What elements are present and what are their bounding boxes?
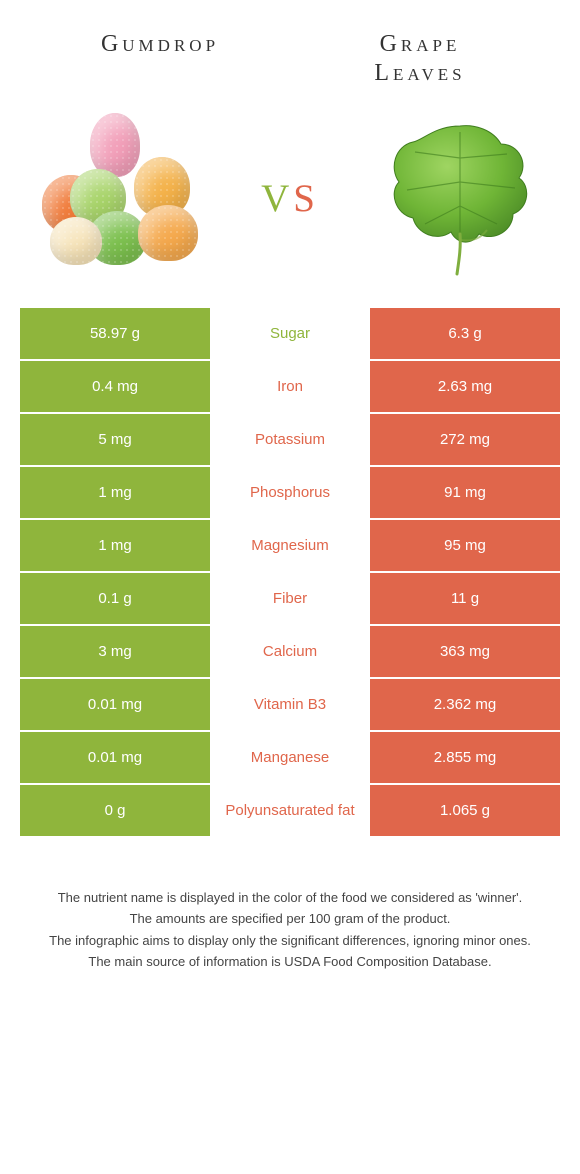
- nutrient-label: Calcium: [210, 626, 370, 677]
- value-left: 0.4 mg: [20, 361, 210, 412]
- value-left: 0.1 g: [20, 573, 210, 624]
- footer-notes: The nutrient name is displayed in the co…: [0, 838, 580, 972]
- table-row: 3 mgCalcium363 mg: [20, 626, 560, 677]
- table-row: 0.01 mgVitamin B32.362 mg: [20, 679, 560, 730]
- nutrient-label: Iron: [210, 361, 370, 412]
- vs-v: v: [261, 162, 293, 224]
- table-row: 5 mgPotassium272 mg: [20, 414, 560, 465]
- value-left: 0 g: [20, 785, 210, 836]
- vs-s: s: [293, 162, 319, 224]
- title-right: Grape Leaves: [290, 30, 550, 88]
- header: Gumdrop Grape Leaves: [0, 0, 580, 88]
- value-left: 0.01 mg: [20, 732, 210, 783]
- title-left: Gumdrop: [30, 30, 290, 59]
- value-right: 363 mg: [370, 626, 560, 677]
- value-left: 1 mg: [20, 467, 210, 518]
- nutrient-label: Potassium: [210, 414, 370, 465]
- value-left: 5 mg: [20, 414, 210, 465]
- nutrient-label: Phosphorus: [210, 467, 370, 518]
- infographic-root: Gumdrop Grape Leaves vs: [0, 0, 580, 972]
- table-row: 1 mgMagnesium95 mg: [20, 520, 560, 571]
- footer-line: The main source of information is USDA F…: [40, 952, 540, 972]
- value-right: 2.362 mg: [370, 679, 560, 730]
- gumdrop-image: [30, 108, 210, 278]
- value-right: 11 g: [370, 573, 560, 624]
- value-left: 1 mg: [20, 520, 210, 571]
- table-row: 0.1 gFiber11 g: [20, 573, 560, 624]
- hero-row: vs: [0, 88, 580, 308]
- nutrient-label: Vitamin B3: [210, 679, 370, 730]
- value-right: 272 mg: [370, 414, 560, 465]
- grape-leaf-image: [370, 108, 550, 278]
- footer-line: The infographic aims to display only the…: [40, 931, 540, 951]
- nutrient-label: Magnesium: [210, 520, 370, 571]
- footer-line: The nutrient name is displayed in the co…: [40, 888, 540, 908]
- nutrient-label: Manganese: [210, 732, 370, 783]
- nutrient-label: Polyunsaturated fat: [210, 785, 370, 836]
- nutrient-label: Sugar: [210, 308, 370, 359]
- table-row: 58.97 gSugar6.3 g: [20, 308, 560, 359]
- value-right: 91 mg: [370, 467, 560, 518]
- table-row: 0 gPolyunsaturated fat1.065 g: [20, 785, 560, 836]
- value-right: 95 mg: [370, 520, 560, 571]
- value-right: 2.63 mg: [370, 361, 560, 412]
- value-right: 6.3 g: [370, 308, 560, 359]
- footer-line: The amounts are specified per 100 gram o…: [40, 909, 540, 929]
- value-left: 0.01 mg: [20, 679, 210, 730]
- value-right: 1.065 g: [370, 785, 560, 836]
- nutrient-table: 58.97 gSugar6.3 g0.4 mgIron2.63 mg5 mgPo…: [20, 308, 560, 836]
- table-row: 1 mgPhosphorus91 mg: [20, 467, 560, 518]
- nutrient-label: Fiber: [210, 573, 370, 624]
- value-left: 3 mg: [20, 626, 210, 677]
- vs-label: vs: [261, 161, 319, 225]
- table-row: 0.4 mgIron2.63 mg: [20, 361, 560, 412]
- leaf-icon: [375, 108, 545, 278]
- value-left: 58.97 g: [20, 308, 210, 359]
- value-right: 2.855 mg: [370, 732, 560, 783]
- table-row: 0.01 mgManganese2.855 mg: [20, 732, 560, 783]
